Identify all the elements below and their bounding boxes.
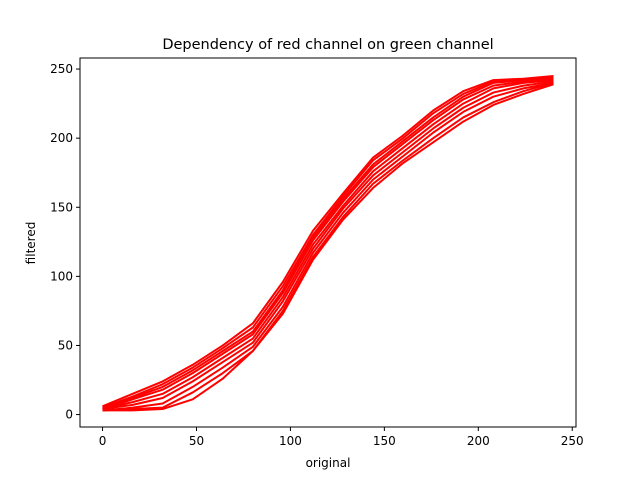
x-tick-label: 200 — [467, 434, 490, 448]
series-line-8 — [102, 81, 554, 412]
x-axis-title: original — [306, 456, 351, 470]
x-tick-label: 150 — [373, 434, 396, 448]
series-line-5 — [102, 79, 554, 411]
y-axis-title: filtered — [24, 222, 38, 265]
series-layer — [102, 74, 554, 412]
x-tick-label: 50 — [189, 434, 204, 448]
y-tick-label: 0 — [65, 408, 73, 422]
y-tick-label: 200 — [50, 131, 73, 145]
chart-title: Dependency of red channel on green chann… — [162, 37, 493, 53]
x-tick-label: 100 — [279, 434, 302, 448]
series-line-4 — [102, 79, 554, 410]
y-tick-label: 50 — [58, 338, 73, 352]
y-tick-label: 150 — [50, 200, 73, 214]
series-line-3 — [102, 77, 554, 409]
y-tick-label: 250 — [50, 62, 73, 76]
series-line-9 — [102, 83, 554, 412]
series-line-2 — [102, 76, 554, 409]
plot-frame — [79, 57, 577, 428]
series-line-1 — [102, 74, 554, 408]
series-line-7 — [102, 81, 554, 412]
x-tick-label: 0 — [99, 434, 107, 448]
ticks-layer: 0 50 100 150 200 250 0 50 100 150 200 250 — [50, 62, 584, 448]
y-tick-label: 100 — [50, 269, 73, 283]
series-line-6 — [102, 80, 554, 411]
x-tick-label: 250 — [561, 434, 584, 448]
